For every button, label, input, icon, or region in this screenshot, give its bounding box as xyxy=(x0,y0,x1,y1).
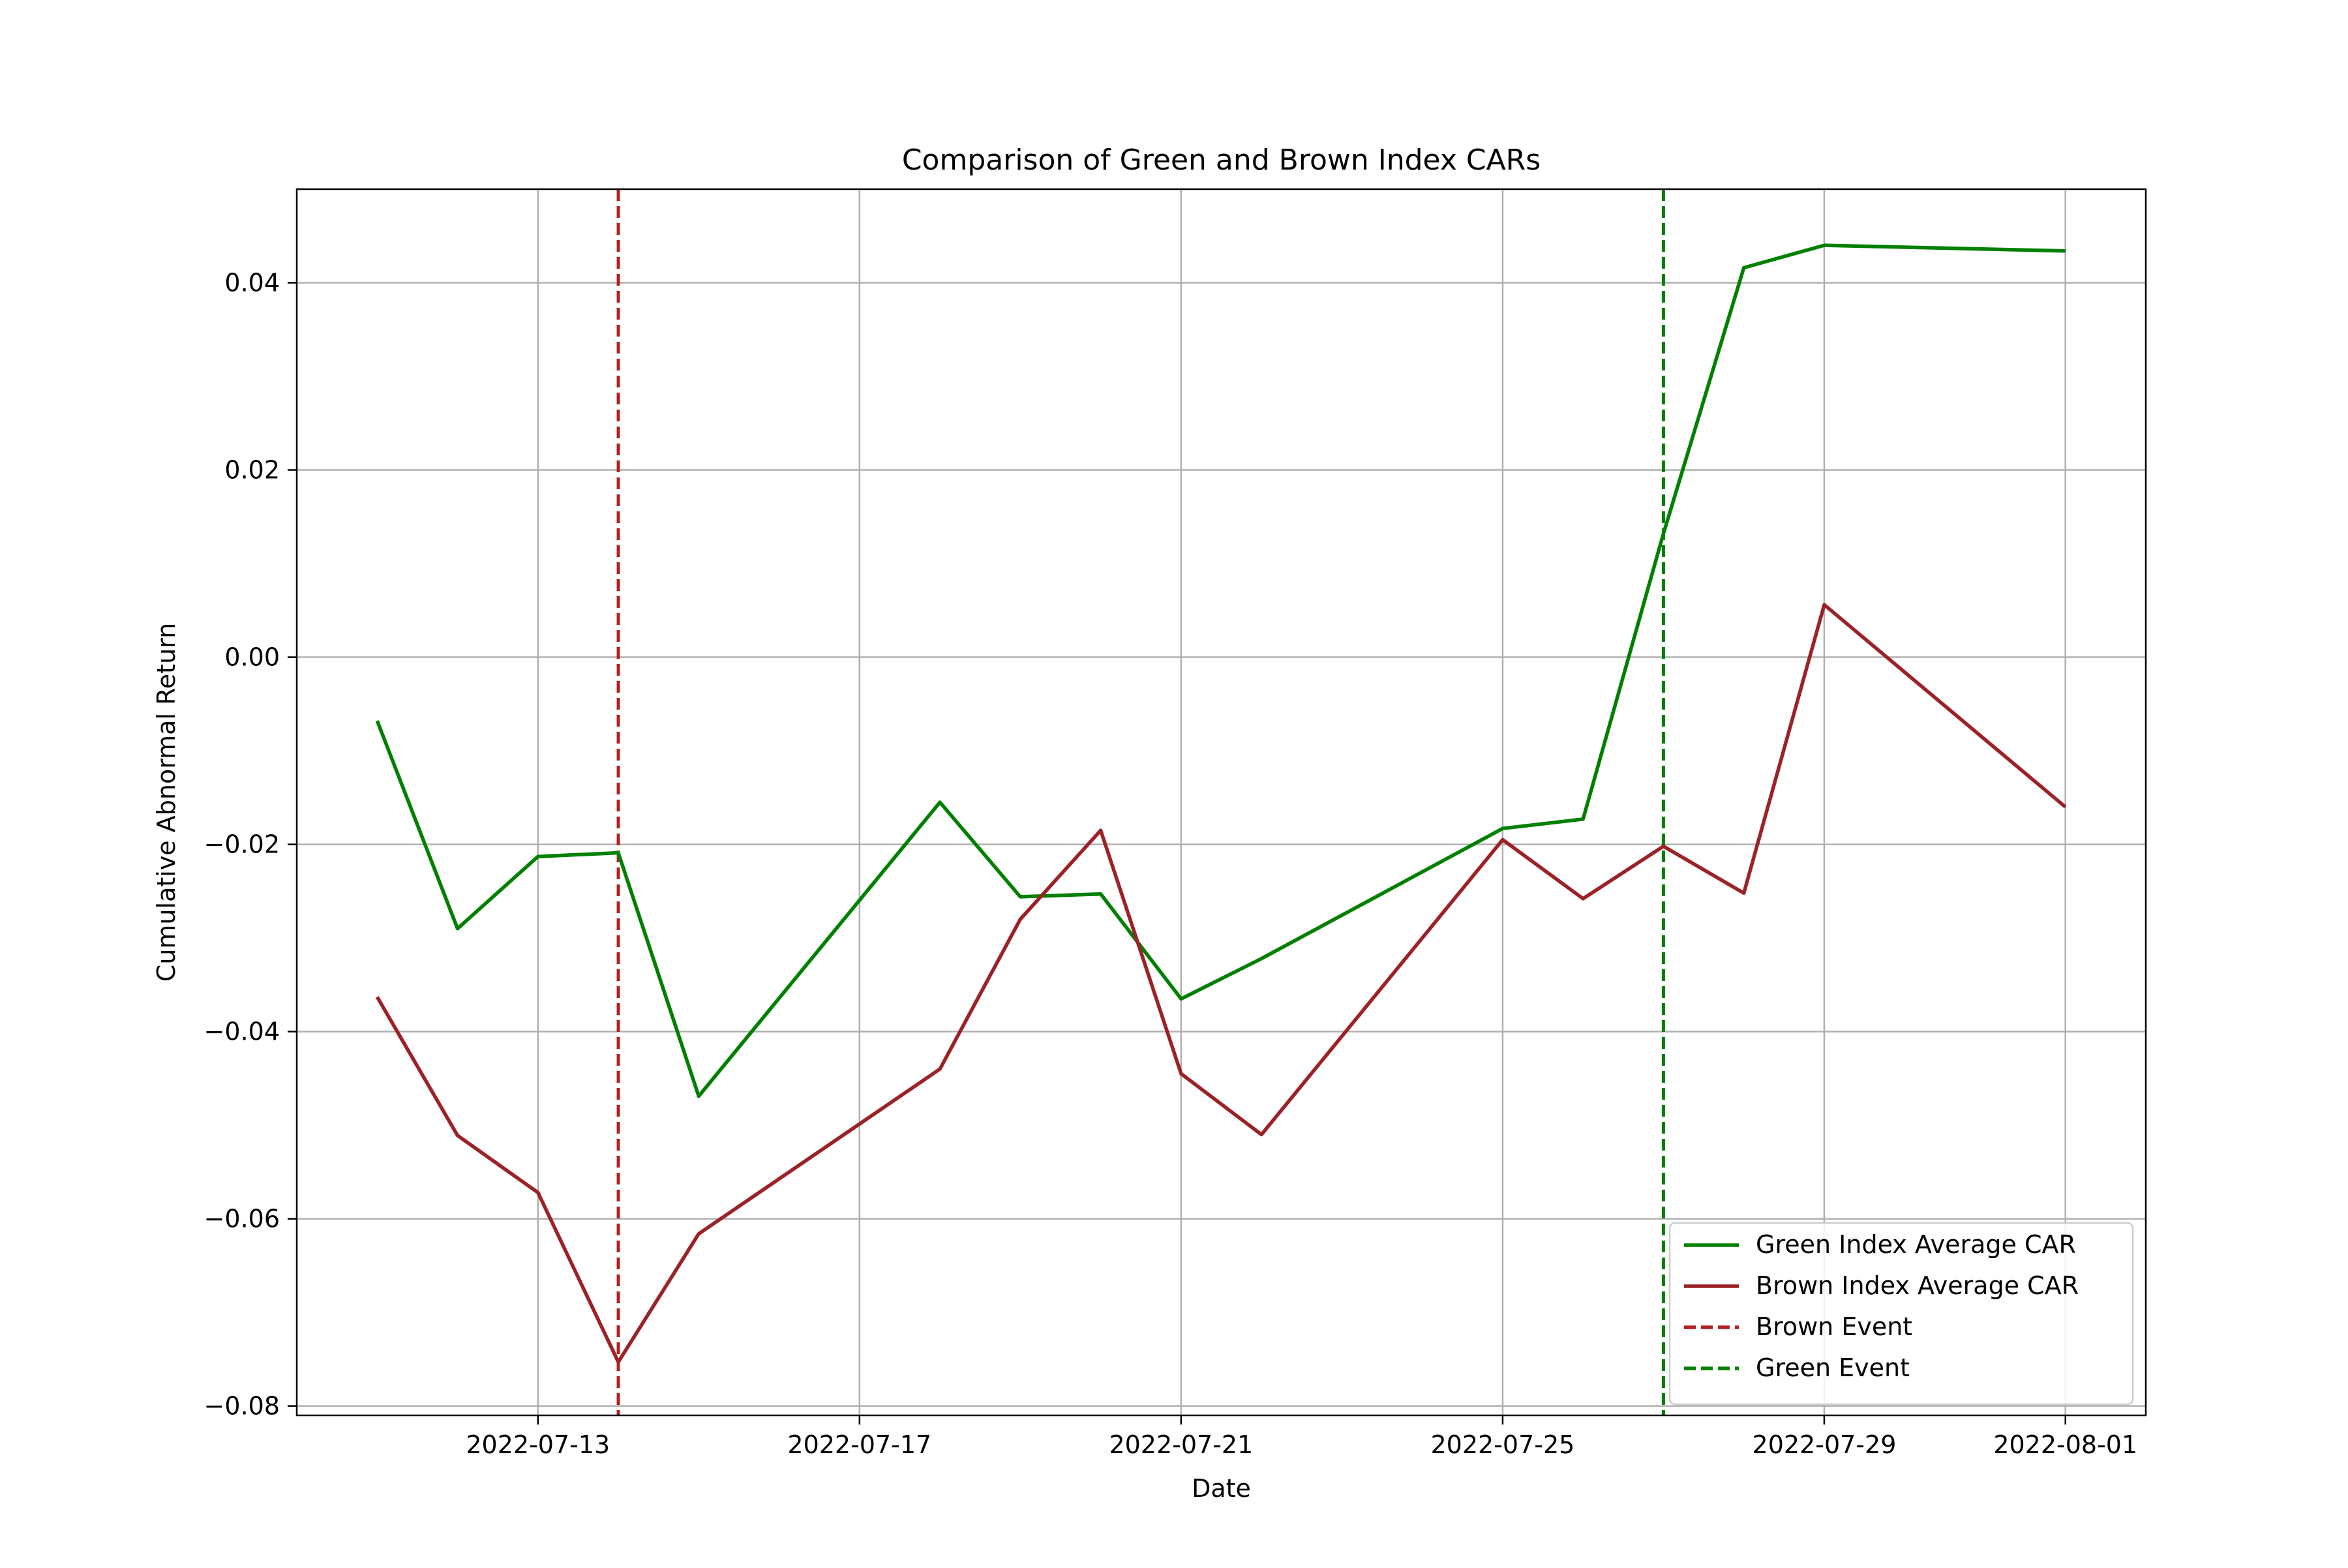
legend-label: Brown Index Average CAR xyxy=(1756,1271,2079,1300)
y-tick-label: −0.06 xyxy=(204,1205,280,1233)
y-tick-label: −0.08 xyxy=(204,1392,280,1421)
series-layer xyxy=(375,243,2067,1364)
x-tick-label: 2022-07-21 xyxy=(1109,1430,1253,1459)
x-axis-ticks: 2022-07-13 2022-07-17 2022-07-21 2022-07-25… xyxy=(466,1415,2137,1459)
x-tick-label: 2022-07-25 xyxy=(1430,1430,1574,1459)
x-tick-label: 2022-07-17 xyxy=(787,1430,931,1459)
legend-label: Green Event xyxy=(1756,1353,1910,1382)
plot-frame xyxy=(295,188,2147,1417)
y-axis-label: Cumulative Abnormal Return xyxy=(152,623,181,982)
event-lines xyxy=(616,189,1665,1415)
legend-box xyxy=(1668,1222,2134,1406)
legend: Green Index Average CAR Brown Index Avera… xyxy=(1668,1222,2134,1406)
y-tick-label: 0.04 xyxy=(224,269,280,297)
legend-label: Brown Event xyxy=(1756,1312,1912,1341)
chart-title: Comparison of Green and Brown Index CARs xyxy=(902,143,1541,177)
grid-layer xyxy=(297,189,2146,1415)
x-tick-label: 2022-07-29 xyxy=(1753,1430,1897,1459)
y-tick-label: −0.04 xyxy=(204,1018,280,1046)
y-tick-label: 0.02 xyxy=(224,456,280,485)
x-tick-label: 2022-07-13 xyxy=(466,1430,610,1459)
x-tick-label: 2022-08-01 xyxy=(1993,1430,2137,1459)
brown-index-average-car-line xyxy=(375,603,2067,1364)
legend-label: Green Index Average CAR xyxy=(1756,1230,2076,1259)
y-tick-label: −0.02 xyxy=(204,830,280,859)
x-axis-label: Date xyxy=(1192,1474,1251,1503)
y-tick-label: 0.00 xyxy=(224,643,280,672)
y-axis-ticks: −0.08 −0.06 −0.04 −0.02 0.00 0.02 0.04 xyxy=(204,269,297,1421)
